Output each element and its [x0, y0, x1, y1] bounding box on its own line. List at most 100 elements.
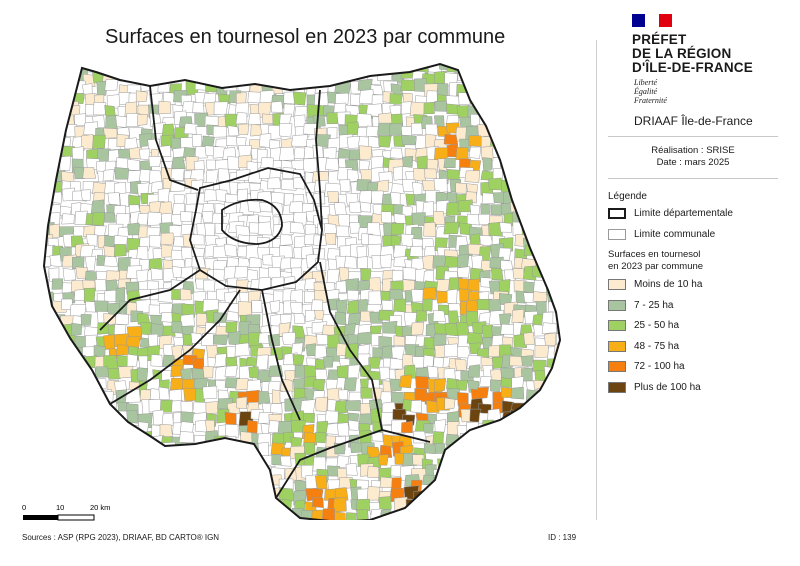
commune-cell: [399, 374, 413, 389]
commune-cell: [203, 446, 219, 458]
commune-cell: [86, 233, 98, 248]
commune-cell: [391, 222, 405, 236]
legend-commune-boundary: Limite communale: [608, 229, 715, 240]
commune-cell: [44, 99, 54, 114]
commune-cell: [49, 413, 64, 428]
commune-cell: [338, 266, 350, 281]
commune-cell: [511, 502, 523, 514]
commune-cell: [359, 201, 372, 213]
commune-cell: [114, 167, 130, 180]
commune-cell: [556, 398, 560, 414]
commune-cell: [148, 475, 165, 491]
commune-cell: [531, 408, 544, 420]
commune-cell: [84, 465, 96, 478]
commune-cell: [531, 94, 547, 108]
commune-cell: [314, 309, 325, 321]
commune-cell: [304, 310, 317, 322]
commune-cell: [127, 64, 142, 71]
commune-cell: [557, 73, 560, 87]
commune-cell: [412, 181, 423, 196]
commune-cell: [514, 103, 530, 116]
commune-cell: [457, 480, 471, 493]
commune-cell: [323, 356, 334, 368]
commune-cell: [44, 66, 51, 79]
french-flag-icon: [632, 14, 672, 27]
commune-cell: [96, 80, 108, 97]
commune-cell: [279, 146, 295, 161]
commune-cell: [128, 446, 142, 461]
commune-cell: [548, 113, 560, 126]
commune-cell: [479, 235, 494, 246]
commune-cell: [559, 203, 560, 217]
commune-cell: [345, 400, 361, 412]
commune-cell: [314, 344, 327, 359]
commune-cell: [478, 442, 494, 456]
commune-cell: [129, 457, 142, 472]
commune-cell: [491, 508, 505, 520]
commune-cell: [334, 399, 349, 414]
commune-cell: [455, 182, 467, 194]
commune-cell: [138, 478, 150, 491]
commune-cell: [247, 508, 263, 520]
commune-cell: [490, 204, 504, 216]
commune-cell: [348, 64, 361, 73]
commune-cell: [262, 254, 274, 266]
commune-cell: [226, 501, 238, 514]
commune-cell: [531, 507, 547, 520]
commune-cell: [134, 487, 151, 500]
commune-cell: [512, 138, 526, 153]
commune-cell: [73, 466, 87, 478]
realisation-info: Réalisation : SRISE Date : mars 2025: [651, 145, 735, 168]
commune-cell: [44, 150, 48, 164]
commune-cell: [380, 211, 393, 224]
commune-cell: [281, 512, 295, 520]
commune-cell: [246, 453, 259, 465]
commune-cell: [238, 478, 252, 492]
commune-cell: [434, 419, 446, 433]
commune-cell: [150, 354, 163, 367]
commune-cell: [125, 488, 141, 502]
commune-cell: [202, 495, 213, 508]
commune-cell: [422, 298, 433, 312]
commune-cell: [533, 182, 547, 197]
commune-cell: [314, 289, 328, 303]
commune-cell: [75, 365, 89, 380]
separator: [608, 178, 778, 179]
commune-cell: [513, 171, 526, 184]
legend-swatch: [608, 299, 626, 311]
commune-cell: [411, 122, 423, 135]
commune-cell: [127, 222, 141, 236]
commune-cell: [118, 446, 131, 461]
commune-cell: [49, 463, 61, 478]
commune-cell: [223, 78, 238, 92]
commune-cell: [545, 167, 560, 181]
commune-cell: [52, 81, 69, 96]
commune-cell: [357, 256, 368, 269]
commune-cell: [84, 387, 98, 401]
commune-cell: [477, 387, 489, 399]
commune-cell: [157, 490, 174, 504]
legend-class-label: Plus de 100 ha: [634, 381, 701, 393]
commune-cell: [257, 221, 273, 236]
commune-cell: [543, 223, 559, 238]
commune-cell: [393, 298, 408, 313]
region-boundary: [42, 62, 562, 520]
commune-cell: [510, 386, 525, 400]
commune-cell: [443, 134, 459, 146]
commune-cell: [534, 84, 549, 97]
commune-cell: [446, 468, 459, 483]
commune-cell: [44, 168, 55, 182]
commune-cell: [247, 91, 262, 104]
commune-cell: [147, 64, 162, 70]
commune-cell: [303, 158, 318, 173]
commune-cell: [534, 133, 547, 146]
legend-swatch: [608, 279, 626, 290]
commune-cell: [422, 179, 436, 192]
commune-cell: [102, 169, 115, 182]
commune-cell: [226, 455, 239, 468]
commune-cell: [171, 458, 184, 471]
commune-cell: [477, 70, 490, 82]
commune-cell: [50, 476, 62, 488]
commune-cell: [510, 64, 524, 76]
commune-cell: [271, 68, 283, 83]
